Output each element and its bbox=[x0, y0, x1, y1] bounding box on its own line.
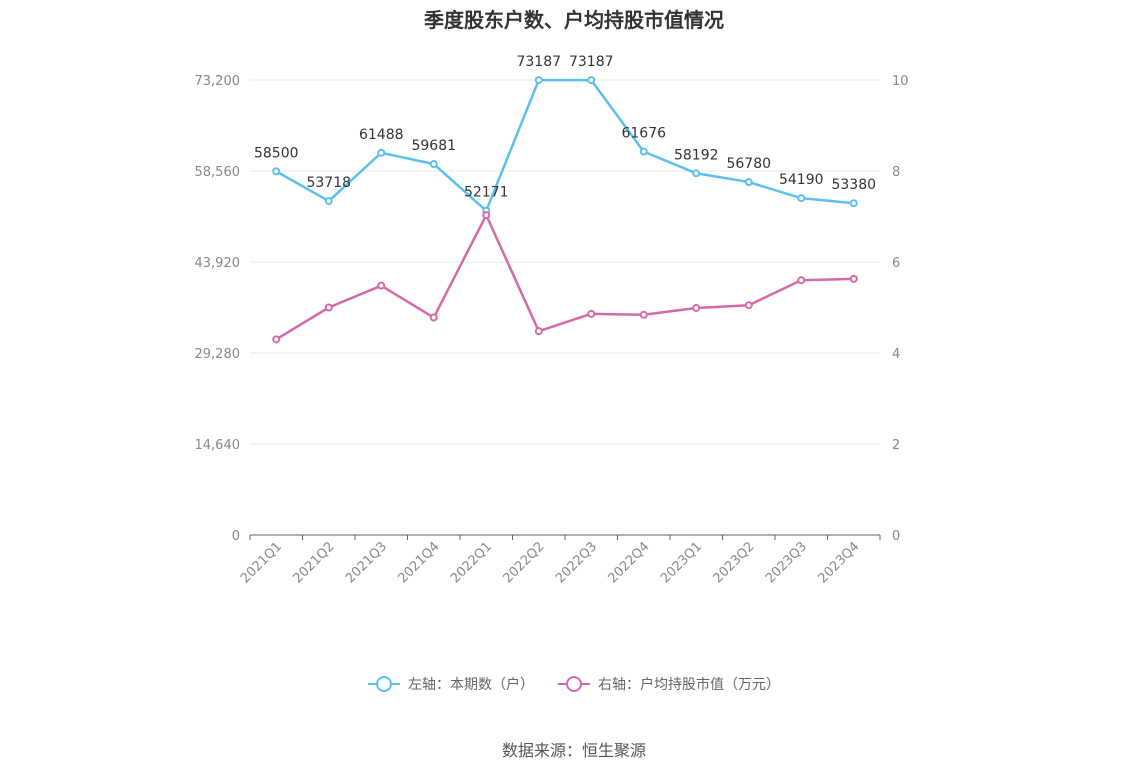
y-left-tick-label: 43,920 bbox=[195, 256, 241, 271]
y-left-tick-label: 73,200 bbox=[195, 74, 241, 89]
x-tick-label: 2021Q4 bbox=[395, 539, 442, 586]
x-tick-label: 2023Q1 bbox=[658, 539, 705, 586]
data-label: 58500 bbox=[254, 145, 299, 161]
x-tick-label: 2022Q3 bbox=[553, 539, 600, 586]
data-label: 52171 bbox=[464, 185, 509, 201]
data-label: 73187 bbox=[516, 54, 561, 70]
data-label-layer: 58500 53718 61488 59681 52171 73187 73187 61676… bbox=[254, 54, 876, 201]
x-tick-label: 2022Q1 bbox=[448, 539, 495, 586]
data-point-avg-value bbox=[272, 335, 281, 344]
y-right-tick-label: 2 bbox=[892, 438, 900, 453]
x-tick-label: 2021Q3 bbox=[343, 539, 390, 586]
y-right-tick-label: 8 bbox=[892, 165, 900, 180]
data-point-avg-value bbox=[587, 309, 596, 318]
x-tick-label: 2022Q4 bbox=[605, 539, 652, 586]
data-label: 54190 bbox=[779, 172, 824, 188]
data-label: 73187 bbox=[569, 54, 614, 70]
source-note: 数据来源：恒生聚源 bbox=[501, 741, 646, 760]
axis-layer: 0 14,640 29,280 43,920 58,560 73,200 0 2 4 6 8 10 20… bbox=[195, 74, 909, 586]
x-tick-label: 2023Q4 bbox=[815, 539, 862, 586]
data-point-avg-value bbox=[482, 211, 491, 220]
data-point-avg-value bbox=[849, 274, 858, 283]
data-label: 53380 bbox=[831, 177, 876, 193]
chart-title: 季度股东户数、户均持股市值情况 bbox=[424, 8, 724, 32]
x-tick-label: 2021Q2 bbox=[290, 539, 337, 586]
y-left-tick-label: 0 bbox=[232, 529, 240, 544]
data-label: 53718 bbox=[306, 175, 351, 191]
legend: 左轴：本期数（户） 右轴：户均持股市值（万元） bbox=[0, 674, 1148, 694]
data-point-households bbox=[744, 178, 753, 187]
data-point-households bbox=[429, 160, 438, 169]
data-point-avg-value bbox=[692, 303, 701, 312]
data-point-avg-value bbox=[377, 281, 386, 290]
x-tick-label: 2023Q2 bbox=[710, 539, 757, 586]
x-tick-label: 2023Q3 bbox=[763, 539, 810, 586]
data-point-households bbox=[587, 76, 596, 85]
data-point-households bbox=[377, 148, 386, 157]
x-tick-label: 2022Q2 bbox=[500, 539, 547, 586]
data-label: 61488 bbox=[359, 127, 404, 143]
series-line-avg-value bbox=[275, 213, 854, 341]
y-right-tick-label: 6 bbox=[892, 256, 900, 271]
chart-plot: 0 14,640 29,280 43,920 58,560 73,200 0 2 4 6 8 10 20… bbox=[195, 54, 909, 586]
legend-item-avg-value[interactable]: 右轴：户均持股市值（万元） bbox=[558, 674, 780, 694]
legend-line-icon bbox=[368, 674, 400, 694]
data-point-households bbox=[534, 76, 543, 85]
data-point-avg-value bbox=[324, 303, 333, 312]
data-label: 61676 bbox=[621, 126, 666, 142]
x-tick-label: 2021Q1 bbox=[238, 539, 285, 586]
y-left-tick-label: 14,640 bbox=[195, 438, 241, 453]
data-point-households bbox=[324, 197, 333, 206]
data-point-avg-value bbox=[639, 310, 648, 319]
data-label: 58192 bbox=[674, 147, 719, 163]
y-right-tick-label: 10 bbox=[892, 74, 909, 89]
data-point-households bbox=[272, 167, 281, 176]
data-point-households bbox=[692, 169, 701, 178]
y-left-tick-label: 58,560 bbox=[195, 165, 241, 180]
y-right-tick-label: 4 bbox=[892, 347, 900, 362]
data-point-avg-value bbox=[797, 276, 806, 285]
data-label: 56780 bbox=[726, 156, 771, 172]
data-point-households bbox=[639, 147, 648, 156]
data-point-avg-value bbox=[534, 327, 543, 336]
legend-item-households[interactable]: 左轴：本期数（户） bbox=[368, 674, 534, 694]
data-point-households bbox=[849, 199, 858, 208]
data-label: 59681 bbox=[411, 138, 456, 154]
data-point-avg-value bbox=[744, 301, 753, 310]
legend-line-icon bbox=[558, 674, 590, 694]
data-point-avg-value bbox=[429, 313, 438, 322]
legend-label: 左轴：本期数（户） bbox=[408, 677, 534, 693]
y-right-tick-label: 0 bbox=[892, 529, 900, 544]
series-layer bbox=[272, 76, 858, 344]
legend-label: 右轴：户均持股市值（万元） bbox=[598, 677, 780, 693]
grid-layer bbox=[250, 79, 880, 445]
y-left-tick-label: 29,280 bbox=[195, 347, 241, 362]
data-point-households bbox=[797, 194, 806, 203]
series-line-households bbox=[275, 78, 854, 212]
